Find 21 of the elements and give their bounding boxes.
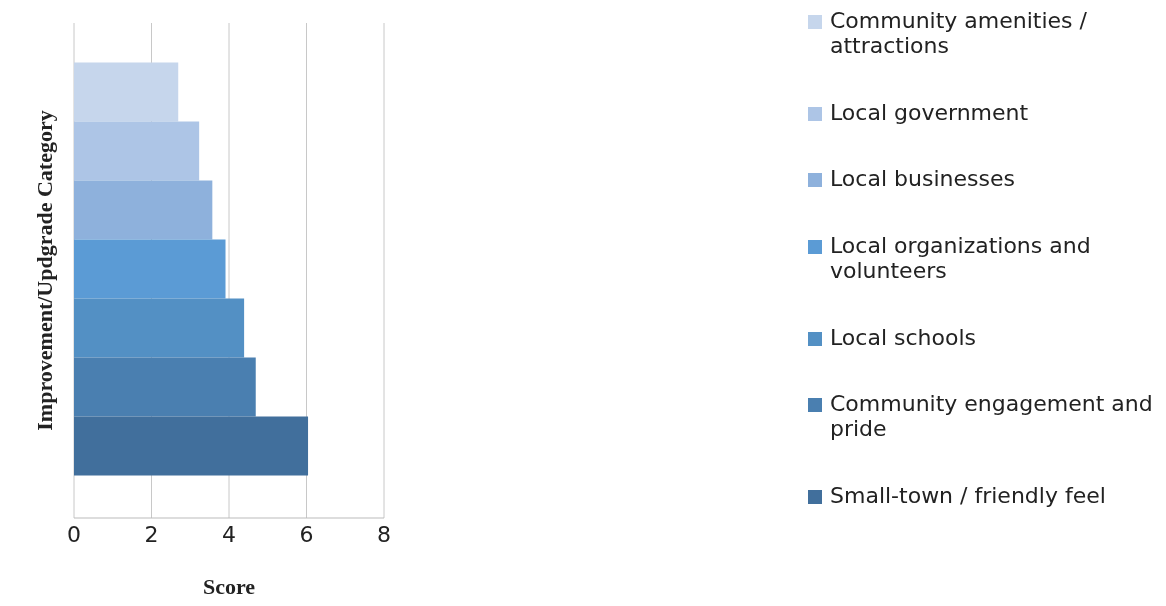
x-tick-label: 6: [299, 521, 314, 547]
x-tick-label: 0: [67, 521, 81, 547]
bar: [74, 239, 226, 299]
bar: [74, 62, 179, 122]
x-tick-label: 4: [222, 521, 236, 547]
legend-label: Local businesses: [830, 166, 1015, 192]
x-tick-label: 2: [144, 521, 159, 547]
bar: [74, 180, 213, 240]
legend-label: Community engagement and pride: [830, 391, 1154, 442]
y-axis-title: Improvement/Updgrade Category: [31, 110, 57, 431]
legend-label: Local government: [830, 99, 1029, 125]
legend-label: Community amenities / attractions: [830, 8, 1088, 58]
x-tick-label: 8: [377, 521, 391, 547]
bar: [74, 298, 245, 358]
legend-label: Small-town / friendly feel: [830, 482, 1106, 508]
bar: [74, 357, 256, 417]
bar: [74, 121, 200, 181]
x-axis-title: Score: [202, 574, 256, 599]
legend-label: Local schools: [830, 324, 977, 350]
legend-label: Local organizations and volunteers: [830, 232, 1092, 283]
bar: [74, 416, 309, 476]
